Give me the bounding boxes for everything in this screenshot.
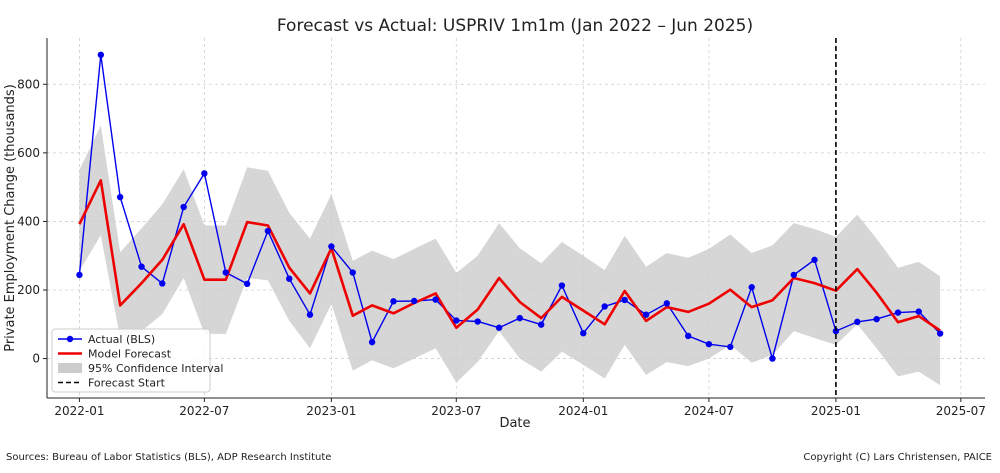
x-tick-label: 2022-01	[54, 404, 104, 418]
actual-point	[180, 203, 187, 211]
actual-point	[138, 263, 145, 270]
actual-point	[286, 275, 293, 282]
footer-source: Sources: Bureau of Labor Statistics (BLS…	[6, 452, 332, 463]
axes	[43, 38, 985, 402]
legend-label: Forecast Start	[88, 377, 166, 390]
actual-point	[621, 296, 628, 304]
tick-labels: 0 200 400 600 800 2022-01 2022-07 2023-01 2023-0…	[17, 77, 986, 418]
actual-point	[243, 280, 251, 288]
actual-point	[727, 343, 734, 351]
actual-point	[453, 317, 460, 324]
x-tick-label: 2023-07	[431, 404, 481, 418]
actual-point	[390, 298, 397, 305]
actual-point	[894, 309, 902, 316]
actual-point	[516, 314, 523, 322]
footer-copyright: Copyright (C) Lars Christensen, PAICE	[803, 452, 992, 463]
actual-point	[685, 332, 692, 340]
y-tick-label: 0	[32, 352, 40, 366]
actual-point	[222, 269, 229, 276]
x-tick-label: 2025-07	[936, 404, 986, 418]
actual-point	[936, 330, 944, 337]
actual-point	[116, 193, 124, 201]
actual-point	[306, 311, 314, 318]
actual-point	[811, 256, 818, 264]
series-layer	[76, 38, 944, 398]
actual-point	[705, 340, 713, 348]
legend-label: Model Forecast	[88, 348, 172, 361]
actual-point	[854, 318, 861, 326]
confidence-band	[79, 125, 941, 386]
y-tick-label: 600	[17, 146, 40, 160]
y-tick-label: 400	[17, 214, 40, 228]
actual-point	[790, 271, 798, 279]
legend-label: 95% Confidence Interval	[88, 362, 223, 375]
actual-point	[748, 284, 755, 291]
actual-point	[642, 311, 650, 318]
x-tick-label: 2022-07	[179, 404, 229, 418]
legend-marker-actual	[66, 335, 74, 343]
actual-point	[580, 330, 587, 337]
actual-point	[368, 338, 376, 346]
legend-swatch-band	[58, 363, 82, 373]
actual-point	[159, 280, 166, 287]
actual-point	[663, 300, 671, 307]
actual-point	[601, 303, 608, 310]
x-tick-label: 2024-01	[558, 404, 608, 418]
x-tick-label: 2023-01	[306, 404, 356, 418]
forecast-line	[78, 179, 941, 332]
actual-point	[873, 315, 880, 323]
actual-point	[328, 243, 335, 250]
actual-point	[76, 271, 83, 279]
legend-box	[51, 328, 211, 393]
actual-line	[78, 54, 941, 362]
x-tick-label: 2024-07	[684, 404, 734, 418]
actual-point	[474, 318, 481, 325]
actual-point	[558, 282, 566, 289]
actual-point	[832, 327, 840, 335]
y-tick-label: 800	[17, 77, 40, 91]
actual-point	[495, 324, 503, 331]
actual-point	[264, 227, 272, 235]
confidence-band-layer	[79, 125, 941, 386]
y-tick-label: 200	[17, 283, 40, 297]
actual-point	[537, 321, 545, 328]
legend-label: Actual (BLS)	[88, 333, 155, 346]
actual-point	[349, 269, 356, 276]
x-axis-label: Date	[499, 416, 530, 431]
actual-point	[97, 51, 105, 58]
x-tick-label: 2025-01	[811, 404, 861, 418]
y-axis-label: Private Employment Change (thousands)	[3, 84, 18, 352]
actual-point	[769, 355, 776, 362]
actual-point	[410, 297, 418, 305]
chart-title: Forecast vs Actual: USPRIV 1m1m (Jan 202…	[277, 16, 753, 36]
actual-point	[432, 296, 439, 303]
actual-point	[915, 308, 922, 315]
actual-point	[201, 170, 208, 177]
